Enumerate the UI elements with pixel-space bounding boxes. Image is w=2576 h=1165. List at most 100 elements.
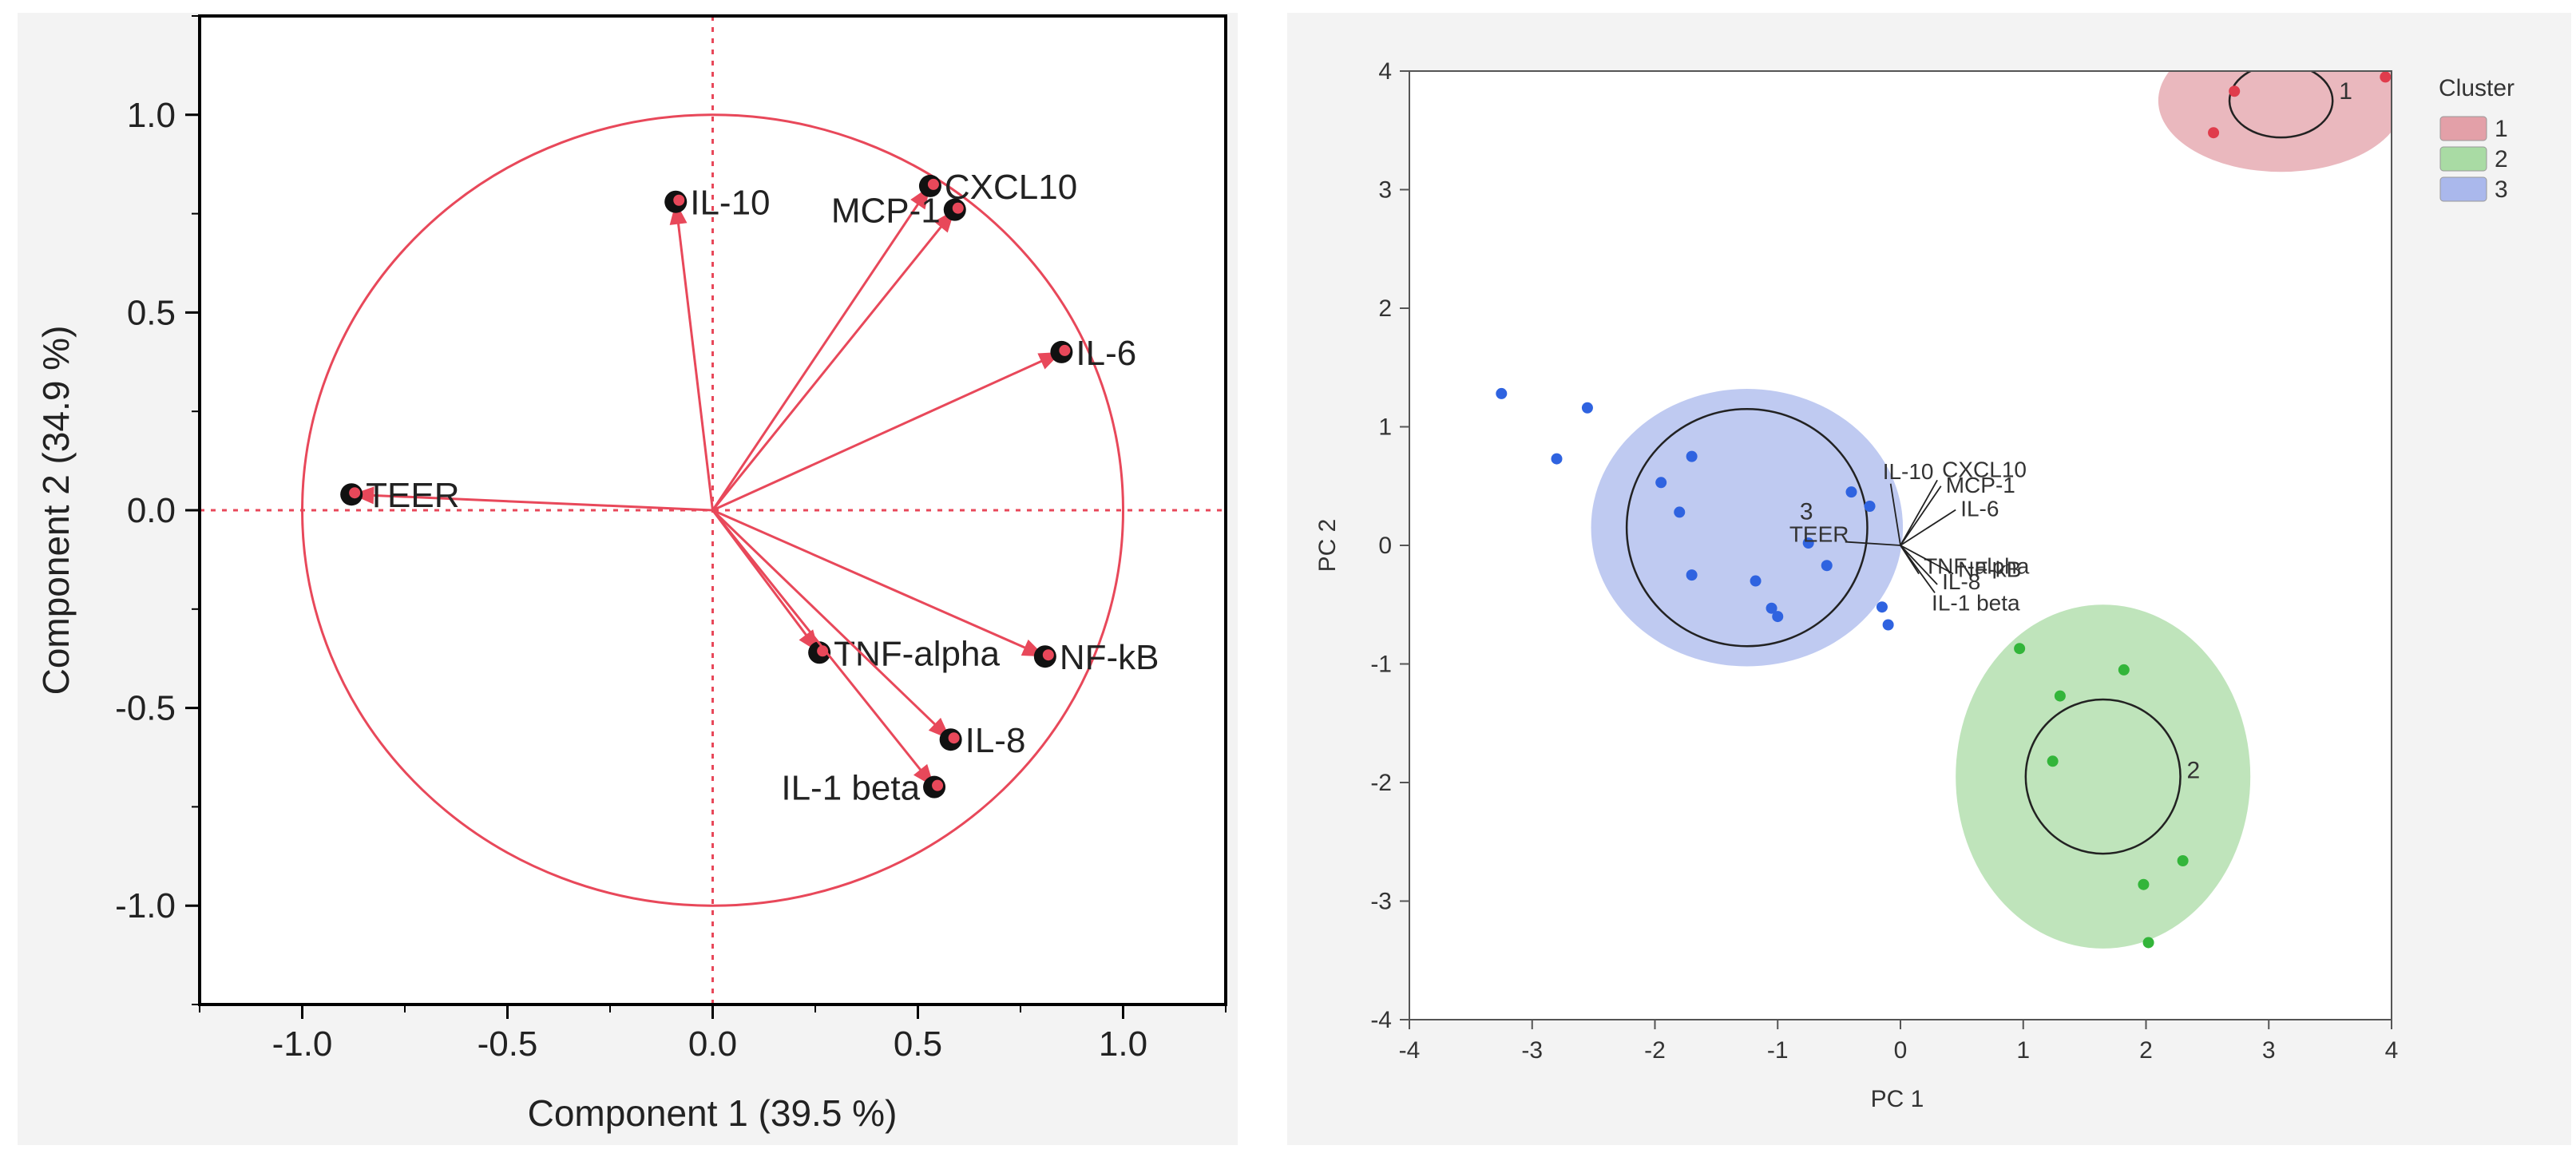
cluster-number-label: 3 [1800,499,1813,525]
y-tick-label: -3 [1370,889,1392,915]
loading-plot-ticks: -1.0 -0.5 0.0 0.5 1.0 -1.0 -0.5 0.0 0.5 1.0 [115,15,1227,1064]
biplot-ray [1900,479,1938,546]
x-tick-label: -3 [1521,1037,1543,1064]
x-tick-label: 4 [2385,1037,2399,1064]
biplot-label: IL-10 [1883,459,1934,484]
biplot-ray [1900,485,1942,546]
cluster-ellipse [1591,388,1904,667]
loading-label: IL-10 [690,184,770,223]
cluster-3-point [1496,387,1508,399]
loading-point-highlight [1059,344,1071,356]
loading-label: CXCL10 [945,168,1077,207]
loading-vector [711,185,932,511]
loading-vector [711,509,936,788]
biplot-ray [1900,509,1956,546]
biplot-ray [1900,545,1936,593]
y-tick-label: 0.0 [127,491,176,530]
loading-point-highlight [673,194,685,206]
y-tick-label: -1.0 [115,886,176,925]
y-tick-label: 0.5 [127,293,176,332]
x-tick-label: 0.0 [688,1024,737,1064]
loading-vector [711,351,1063,512]
biplot-label: CXCL10 [1942,457,2027,481]
cluster-3-point [1864,500,1876,512]
cluster-1-point [2380,71,2392,83]
cluster-mean-circle [2228,71,2334,139]
biplot-label: NF-kB [1958,557,2021,582]
loading-vector [711,208,956,511]
y-tick-label: 4 [1378,58,1392,85]
loading-label: TNF-alpha [834,634,1000,673]
cluster-3-point [1802,537,1814,549]
y-axis-label: PC 2 [1314,519,1341,573]
biplot-label: TEER [1789,522,1849,547]
y-tick-label: 2 [1378,295,1392,322]
cluster-2-point [2014,643,2026,655]
cluster-3-point [1551,453,1563,465]
cluster-3-point [1686,569,1698,581]
cluster-3-point [1876,601,1888,613]
biplot-label: IL-6 [1960,496,1999,521]
y-tick-label: -0.5 [115,689,176,728]
y-tick-label: -4 [1370,1007,1392,1033]
cluster-3-point [1655,477,1667,489]
cluster-3-point [1766,602,1777,614]
cluster-1-point [2229,85,2241,97]
legend-title: Cluster [2439,75,2515,101]
loading-point-highlight [952,202,964,214]
legend-swatch [2439,146,2487,172]
unit-circle [301,113,1124,907]
legend-label: 1 [2495,116,2508,142]
y-tick-label: 1.0 [127,96,176,135]
x-tick-label: -0.5 [478,1024,538,1064]
loading-label: IL-1 beta [781,769,920,808]
legend-label: 3 [2495,176,2508,203]
loading-label: NF-kB [1060,638,1159,677]
loading-vector [674,201,714,511]
loading-vector [711,509,1046,658]
cluster-2-point [2118,664,2130,676]
legend-swatch [2439,116,2487,141]
cluster-2-point [2142,937,2154,949]
loading-vector [711,509,952,741]
loading-point-highlight [927,178,939,190]
x-tick-label: 2 [2139,1037,2153,1064]
x-tick-label: -1.0 [272,1024,333,1064]
biplot-label: IL-8 [1942,569,1980,594]
cluster-3-point [1686,450,1698,462]
legend: Cluster 1 2 3 [2439,75,2515,203]
x-tick-label: 3 [2262,1037,2276,1064]
x-tick-label: 1 [2016,1037,2030,1064]
cluster-2-point [2177,855,2189,867]
loading-point-highlight [1042,649,1054,661]
cluster-3-point [1674,506,1686,518]
y-tick-label: 3 [1378,177,1392,204]
biplot-ray [1845,541,1901,546]
cluster-3-point [1750,575,1762,587]
cluster-3-point [1581,402,1593,414]
cluster-2-point [2054,690,2066,702]
legend-label: 2 [2495,146,2508,172]
biplot-ray [1900,545,1938,585]
cluster-number-label: 2 [2187,758,2201,784]
legend-swatch [2439,176,2487,202]
loading-label: IL-6 [1076,334,1136,373]
y-tick-label: 0 [1378,533,1392,559]
x-tick-label: 0.5 [894,1024,942,1064]
cluster-ellipse [1956,604,2251,949]
x-tick-label: -2 [1644,1037,1666,1064]
x-tick-label: 1.0 [1099,1024,1147,1064]
loading-arrowhead [351,486,375,505]
biplot-label: MCP-1 [1946,473,2015,497]
y-tick-label: -2 [1370,770,1392,796]
cluster-mean-circle [1625,407,1869,648]
cluster-3-point [1882,619,1894,631]
y-tick-label: 1 [1378,414,1392,441]
x-tick-label: -1 [1767,1037,1789,1064]
cluster-2-point [2138,878,2150,890]
cluster-mean-circle [2024,698,2182,855]
